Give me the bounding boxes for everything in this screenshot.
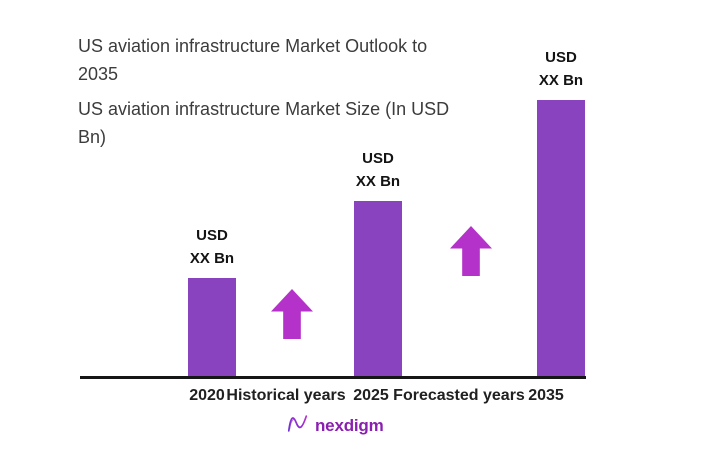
nexdigm-wave-icon: [286, 410, 310, 442]
value-label-2020-line2: XX Bn: [189, 250, 235, 267]
value-label-2020-line1: USD: [196, 227, 228, 244]
bar-2025: [354, 201, 402, 378]
x-axis-line: [80, 376, 586, 379]
growth-up-arrow-icon: [271, 289, 313, 339]
value-label-2035-line2: XX Bn: [538, 72, 584, 89]
chart-title-line2: 2035: [78, 64, 119, 84]
chart-subtitle-line1: US aviation infrastructure Market Size (…: [78, 99, 450, 119]
bar-2020: [188, 278, 236, 378]
chart-title-line1: US aviation infrastructure Market Outloo…: [78, 36, 428, 56]
value-label-2035-line1: USD: [545, 49, 577, 66]
chart-header: US aviation infrastructure Market Outloo…: [78, 32, 530, 151]
growth-up-arrow-icon: [450, 226, 492, 276]
value-label-2025-line2: XX Bn: [355, 173, 401, 190]
x-tick-2020: 2020: [189, 387, 225, 404]
value-label-2025-line1: USD: [362, 150, 394, 167]
value-label-2025: USD XX Bn: [328, 147, 428, 193]
x-tick-2025: 2025: [353, 387, 389, 404]
value-label-2020: USD XX Bn: [162, 224, 262, 270]
nexdigm-logo-text: nexdigm: [315, 416, 384, 435]
chart-subtitle-line2: Bn): [78, 127, 107, 147]
nexdigm-logo: nexdigm: [286, 410, 384, 442]
x-tick-2035: 2035: [528, 387, 564, 404]
value-label-2035: USD XX Bn: [511, 46, 611, 92]
bar-2035: [537, 100, 585, 378]
annotation-historical-years: Historical years: [226, 387, 346, 404]
annotation-forecasted-years: Forecasted years: [393, 387, 525, 404]
